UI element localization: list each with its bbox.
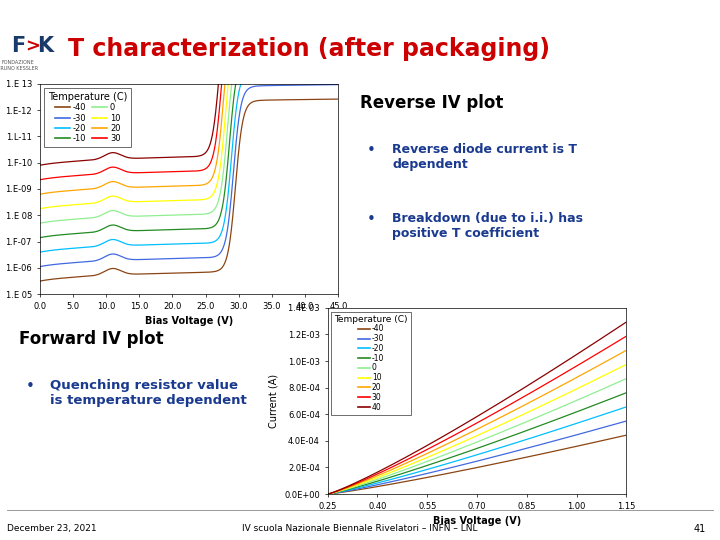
Text: Quenching resistor value
is temperature dependent: Quenching resistor value is temperature … <box>50 379 246 407</box>
Text: 41: 41 <box>693 524 706 534</box>
Text: IV scuola Nazionale Biennale Rivelatori – INFN – LNL: IV scuola Nazionale Biennale Rivelatori … <box>242 524 478 533</box>
Text: K: K <box>37 36 53 56</box>
Text: F: F <box>11 36 25 56</box>
Text: Forward IV plot: Forward IV plot <box>19 330 164 348</box>
Legend: -40, -30, -20, -10, 0, 10, 20, 30: -40, -30, -20, -10, 0, 10, 20, 30 <box>44 88 132 147</box>
Text: Breakdown (due to i.i.) has
positive T coefficient: Breakdown (due to i.i.) has positive T c… <box>392 212 583 240</box>
Text: >: > <box>25 37 40 55</box>
Text: •: • <box>25 379 35 394</box>
Text: FONDAZIONE
BRUNO KESSLER: FONDAZIONE BRUNO KESSLER <box>0 60 39 71</box>
Legend: -40, -30, -20, -10, 0, 10, 20, 30, 40: -40, -30, -20, -10, 0, 10, 20, 30, 40 <box>331 312 411 415</box>
X-axis label: Bias Voltage (V): Bias Voltage (V) <box>145 316 233 327</box>
X-axis label: Bias Voltage (V): Bias Voltage (V) <box>433 516 521 526</box>
Text: December 23, 2021: December 23, 2021 <box>7 524 96 533</box>
Text: Reverse diode current is T
dependent: Reverse diode current is T dependent <box>392 143 577 171</box>
Text: Reverse IV plot: Reverse IV plot <box>360 94 503 112</box>
Y-axis label: Current (A): Current (A) <box>269 374 279 428</box>
Text: •: • <box>367 143 376 158</box>
Text: T characterization (after packaging): T characterization (after packaging) <box>68 37 550 61</box>
Text: •: • <box>367 212 376 227</box>
